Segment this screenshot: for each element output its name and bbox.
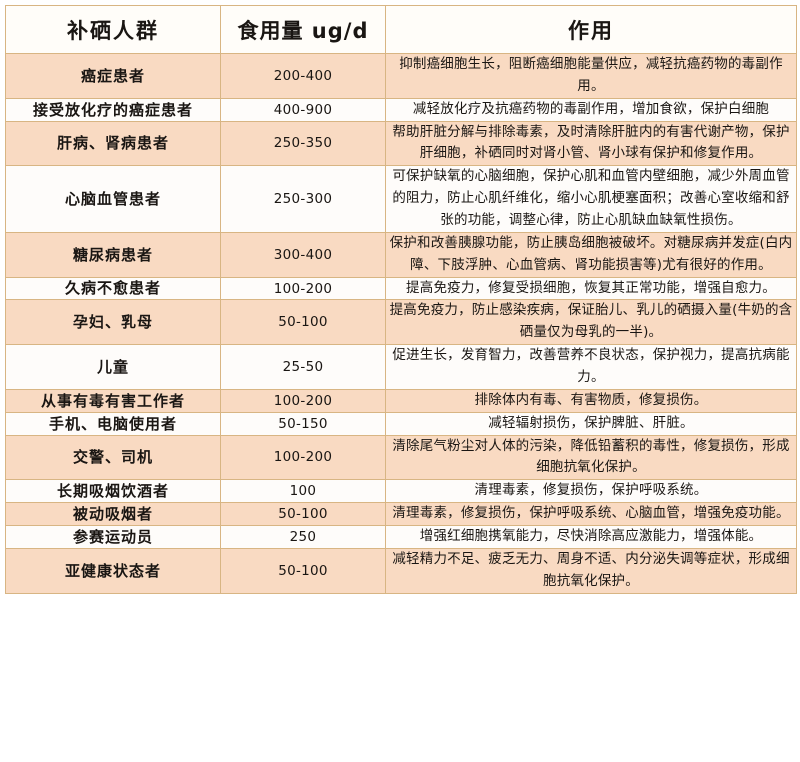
cell-effect: 清理毒素，修复损伤，保护呼吸系统。 [385,479,797,504]
table-row: 心脑血管患者 250-300 可保护缺氧的心脑细胞，保护心肌和血管内壁细胞，减少外周… [5,165,797,233]
cell-group: 接受放化疗的癌症患者 [5,97,221,122]
cell-group: 孕妇、乳母 [5,299,221,346]
cell-dose: 100 [220,479,386,504]
cell-group: 长期吸烟饮酒者 [5,479,221,504]
cell-dose: 50-100 [220,502,386,527]
cell-group: 被动吸烟者 [5,502,221,527]
table-row: 从事有毒有害工作者 100-200 排除体内有毒、有害物质，修复损伤。 [5,388,797,413]
cell-effect: 减轻放化疗及抗癌药物的毒副作用，增加食欲，保护白细胞 [385,97,797,122]
cell-group: 糖尿病患者 [5,231,221,278]
cell-effect: 促进生长，发育智力，改善营养不良状态，保护视力，提高抗病能力。 [385,344,797,390]
table-row: 亚健康状态者 50-100 减轻精力不足、疲乏无力、周身不适、内分泌失调等症状，形成… [5,547,797,594]
cell-effect: 增强红细胞携氧能力，尽快消除高应激能力，增强体能。 [385,525,797,549]
column-header-dose: 食用量 ug/d [220,5,386,54]
cell-dose: 250-300 [220,165,386,233]
table-row: 被动吸烟者 50-100 清理毒素，修复损伤，保护呼吸系统、心脑血管，增强免疫功能。 [5,502,797,527]
cell-effect: 减轻辐射损伤，保护脾脏、肝脏。 [385,411,797,436]
cell-group: 儿童 [5,344,221,390]
cell-group: 肝病、肾病患者 [5,120,221,167]
cell-group: 交警、司机 [5,434,221,481]
cell-effect: 提高免疫力，防止感染疾病，保证胎儿、乳儿的硒摄入量(牛奶的含硒量仅为母乳的一半)… [385,299,797,346]
cell-effect: 帮助肝脏分解与排除毒素，及时清除肝脏内的有害代谢产物，保护肝细胞，补硒同时对肾小… [385,120,797,167]
table-row: 肝病、肾病患者 250-350 帮助肝脏分解与排除毒素，及时清除肝脏内的有害代谢产物… [5,120,797,167]
cell-dose: 50-100 [220,299,386,346]
cell-dose: 25-50 [220,344,386,390]
cell-group: 久病不愈患者 [5,276,221,301]
cell-effect: 保护和改善胰腺功能，防止胰岛细胞被破坏。对糖尿病并发症(白内障、下肢浮肿、心血管… [385,231,797,278]
column-header-group: 补硒人群 [5,5,221,54]
cell-effect: 抑制癌细胞生长，阻断癌细胞能量供应，减轻抗癌药物的毒副作用。 [385,53,797,99]
cell-group: 亚健康状态者 [5,547,221,594]
table-row: 儿童 25-50 促进生长，发育智力，改善营养不良状态，保护视力，提高抗病能力。 [5,344,797,390]
table-row: 癌症患者 200-400 抑制癌细胞生长，阻断癌细胞能量供应，减轻抗癌药物的毒副作用… [5,53,797,99]
table-row: 接受放化疗的癌症患者 400-900 减轻放化疗及抗癌药物的毒副作用，增加食欲，保护… [5,97,797,122]
cell-effect: 清理毒素，修复损伤，保护呼吸系统、心脑血管，增强免疫功能。 [385,502,797,527]
cell-group: 从事有毒有害工作者 [5,388,221,413]
cell-effect: 减轻精力不足、疲乏无力、周身不适、内分泌失调等症状，形成细胞抗氧化保护。 [385,547,797,594]
cell-dose: 100-200 [220,434,386,481]
column-header-effect: 作用 [385,5,797,54]
cell-effect: 排除体内有毒、有害物质，修复损伤。 [385,388,797,413]
cell-dose: 50-150 [220,411,386,436]
cell-group: 心脑血管患者 [5,165,221,233]
table-row: 久病不愈患者 100-200 提高免疫力，修复受损细胞，恢复其正常功能，增强自愈力。 [5,276,797,301]
cell-dose: 200-400 [220,53,386,99]
cell-dose: 400-900 [220,97,386,122]
selenium-supplement-table: 补硒人群 食用量 ug/d 作用 癌症患者 200-400 抑制癌细胞生长，阻断癌细… [5,5,797,594]
cell-effect: 可保护缺氧的心脑细胞，保护心肌和血管内壁细胞，减少外周血管的阻力，防止心肌纤维化… [385,165,797,233]
table-header: 补硒人群 食用量 ug/d 作用 [5,5,797,54]
cell-group: 癌症患者 [5,53,221,99]
cell-group: 参赛运动员 [5,525,221,549]
cell-dose: 300-400 [220,231,386,278]
table-row: 长期吸烟饮酒者 100 清理毒素，修复损伤，保护呼吸系统。 [5,479,797,504]
cell-dose: 250 [220,525,386,549]
table-body: 癌症患者 200-400 抑制癌细胞生长，阻断癌细胞能量供应，减轻抗癌药物的毒副作用… [5,53,797,594]
cell-group: 手机、电脑使用者 [5,411,221,436]
cell-effect: 提高免疫力，修复受损细胞，恢复其正常功能，增强自愈力。 [385,276,797,301]
cell-dose: 100-200 [220,388,386,413]
cell-dose: 100-200 [220,276,386,301]
table-row: 交警、司机 100-200 清除尾气粉尘对人体的污染，降低铅蓄积的毒性，修复损伤，形… [5,434,797,481]
table-row: 孕妇、乳母 50-100 提高免疫力，防止感染疾病，保证胎儿、乳儿的硒摄入量(牛奶的… [5,299,797,346]
table-row: 参赛运动员 250 增强红细胞携氧能力，尽快消除高应激能力，增强体能。 [5,525,797,549]
cell-dose: 50-100 [220,547,386,594]
table-header-row: 补硒人群 食用量 ug/d 作用 [5,5,797,54]
cell-effect: 清除尾气粉尘对人体的污染，降低铅蓄积的毒性，修复损伤，形成细胞抗氧化保护。 [385,434,797,481]
table-row: 手机、电脑使用者 50-150 减轻辐射损伤，保护脾脏、肝脏。 [5,411,797,436]
table-row: 糖尿病患者 300-400 保护和改善胰腺功能，防止胰岛细胞被破坏。对糖尿病并发症(… [5,231,797,278]
cell-dose: 250-350 [220,120,386,167]
